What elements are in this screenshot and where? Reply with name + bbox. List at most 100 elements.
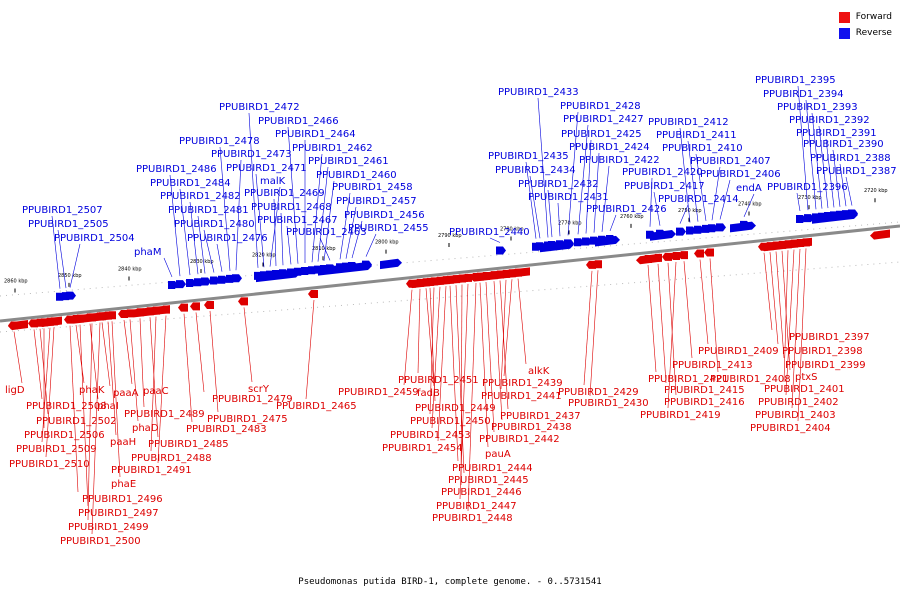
forward-gene-arrow[interactable] (238, 297, 248, 306)
forward-gene-cluster[interactable] (130, 305, 170, 318)
forward-gene-cluster[interactable] (408, 273, 468, 289)
forward-gene-cluster[interactable] (470, 267, 530, 282)
scale-tick-label: 2820 kbp (252, 252, 276, 258)
reverse-gene-arrow[interactable] (201, 277, 211, 286)
reverse-gene-arrow[interactable] (186, 279, 196, 288)
forward-gene-leader (13, 331, 23, 384)
reverse-gene-arrow[interactable] (66, 291, 76, 300)
reverse-gene-cluster[interactable] (540, 240, 574, 253)
reverse-gene-arrow[interactable] (168, 280, 178, 289)
reverse-gene-leader (287, 126, 299, 264)
forward-gene-leader (785, 249, 795, 396)
forward-gene-cluster[interactable] (870, 229, 890, 240)
scale-tick-label: 2750 kbp (678, 208, 702, 214)
forward-gene-label: paaH (110, 437, 136, 448)
reverse-gene-leader (711, 166, 721, 221)
forward-gene-cluster[interactable] (8, 320, 28, 331)
forward-gene-label: PPUBIRD1_2506 (24, 430, 105, 441)
forward-gene-arrow[interactable] (204, 300, 214, 309)
forward-gene-label: PPUBIRD1_2397 (789, 332, 870, 343)
forward-gene-cluster[interactable] (760, 237, 812, 252)
reverse-gene-leader (489, 237, 501, 243)
forward-gene-cluster[interactable] (70, 311, 110, 324)
reverse-gene-label: PPUBIRD1_2434 (495, 165, 576, 176)
forward-gene-arrow[interactable] (592, 260, 602, 269)
reverse-gene-cluster[interactable] (730, 221, 756, 233)
forward-gene-arrow[interactable] (124, 309, 134, 318)
reverse-gene-label: PPUBIRD1_2426 (586, 204, 667, 215)
forward-gene-label: PPUBIRD1_2401 (764, 384, 845, 395)
reverse-gene-leader (69, 243, 81, 288)
forward-gene-label: ptxS (795, 372, 818, 383)
reverse-gene-leader (51, 215, 61, 289)
forward-gene-label: PPUBIRD1_2497 (78, 508, 159, 519)
reverse-gene-leader (585, 139, 592, 234)
reverse-gene-arrow[interactable] (574, 238, 584, 247)
forward-gene-leader (493, 281, 503, 421)
reverse-gene-label: PPUBIRD1_2484 (150, 178, 231, 189)
scale-tick-label: 2810 kbp (312, 246, 336, 252)
legend-forward[interactable]: Forward (838, 9, 892, 25)
reverse-gene-arrow[interactable] (582, 237, 592, 246)
forward-gene-leader (157, 315, 167, 464)
forward-gene-arrow[interactable] (662, 252, 672, 261)
forward-gene-leader (769, 252, 779, 345)
forward-gene-arrow[interactable] (670, 252, 680, 261)
forward-gene-arrow[interactable] (704, 248, 714, 257)
forward-gene-arrow[interactable] (678, 251, 688, 260)
reverse-gene-cluster[interactable] (256, 269, 300, 283)
reverse-gene-arrow[interactable] (804, 214, 814, 223)
reverse-gene-arrow[interactable] (496, 246, 506, 255)
forward-gene-arrow[interactable] (694, 249, 704, 258)
reverse-gene-cluster[interactable] (812, 210, 858, 224)
forward-gene-label: phaD (132, 423, 159, 434)
reverse-gene-leader (216, 243, 223, 272)
reverse-gene-cluster[interactable] (650, 230, 676, 241)
forward-gene-leader (209, 310, 219, 413)
reverse-gene-label: PPUBIRD1_2392 (789, 115, 870, 126)
reverse-gene-label: PPUBIRD1_2504 (54, 233, 135, 244)
reverse-gene-cluster[interactable] (595, 235, 620, 247)
forward-gene-leader (123, 319, 133, 385)
forward-gene-label: PPUBIRD1_2441 (481, 391, 562, 402)
reverse-gene-arrow[interactable] (176, 280, 186, 289)
forward-gene-leader (709, 258, 719, 373)
scale-tick-label: 2830 kbp (190, 259, 214, 265)
reverse-gene-label: PPUBIRD1_2433 (498, 87, 579, 98)
reverse-gene-arrow[interactable] (232, 274, 242, 283)
legend-reverse[interactable]: Reverse (838, 25, 892, 41)
forward-gene-label: PPUBIRD1_2489 (124, 409, 205, 420)
forward-gene-arrow[interactable] (190, 302, 200, 311)
reverse-gene-arrow[interactable] (686, 226, 696, 235)
reverse-gene-label: PPUBIRD1_2435 (488, 151, 569, 162)
reverse-gene-label: PPUBIRD1_2412 (648, 117, 729, 128)
forward-gene-leader (460, 284, 463, 486)
legend: Forward Reverse (838, 9, 892, 41)
forward-gene-cluster[interactable] (38, 316, 62, 328)
forward-gene-label: PPUBIRD1_2451 (398, 375, 479, 386)
reverse-gene-arrow[interactable] (708, 224, 718, 233)
reverse-gene-leader (163, 257, 173, 278)
forward-gene-cluster[interactable] (636, 253, 660, 265)
reverse-gene-cluster[interactable] (380, 258, 402, 270)
forward-gene-label: PPUBIRD1_2447 (436, 501, 517, 512)
reverse-gene-cluster[interactable] (318, 261, 372, 276)
forward-gene-label: PPUBIRD1_2502 (36, 416, 117, 427)
genome-caption: Pseudomonas putida BIRD-1, complete geno… (298, 577, 602, 587)
reverse-swatch (838, 27, 850, 39)
reverse-gene-arrow[interactable] (694, 225, 704, 234)
forward-gene-leader (41, 327, 51, 443)
forward-gene-arrow[interactable] (308, 290, 318, 299)
reverse-gene-arrow[interactable] (218, 275, 228, 284)
forward-gene-leader (429, 287, 435, 415)
reverse-gene-arrow[interactable] (676, 227, 686, 236)
forward-gene-leader (667, 262, 677, 409)
reverse-gene-label: PPUBIRD1_2471 (226, 163, 307, 174)
reverse-gene-arrow[interactable] (210, 276, 220, 285)
reverse-gene-arrow[interactable] (796, 215, 806, 223)
reverse-gene-leader (547, 189, 553, 238)
forward-gene-arrow[interactable] (64, 315, 74, 324)
reverse-gene-leader (593, 152, 600, 233)
forward-gene-arrow[interactable] (178, 303, 188, 312)
reverse-gene-arrow[interactable] (716, 223, 726, 232)
